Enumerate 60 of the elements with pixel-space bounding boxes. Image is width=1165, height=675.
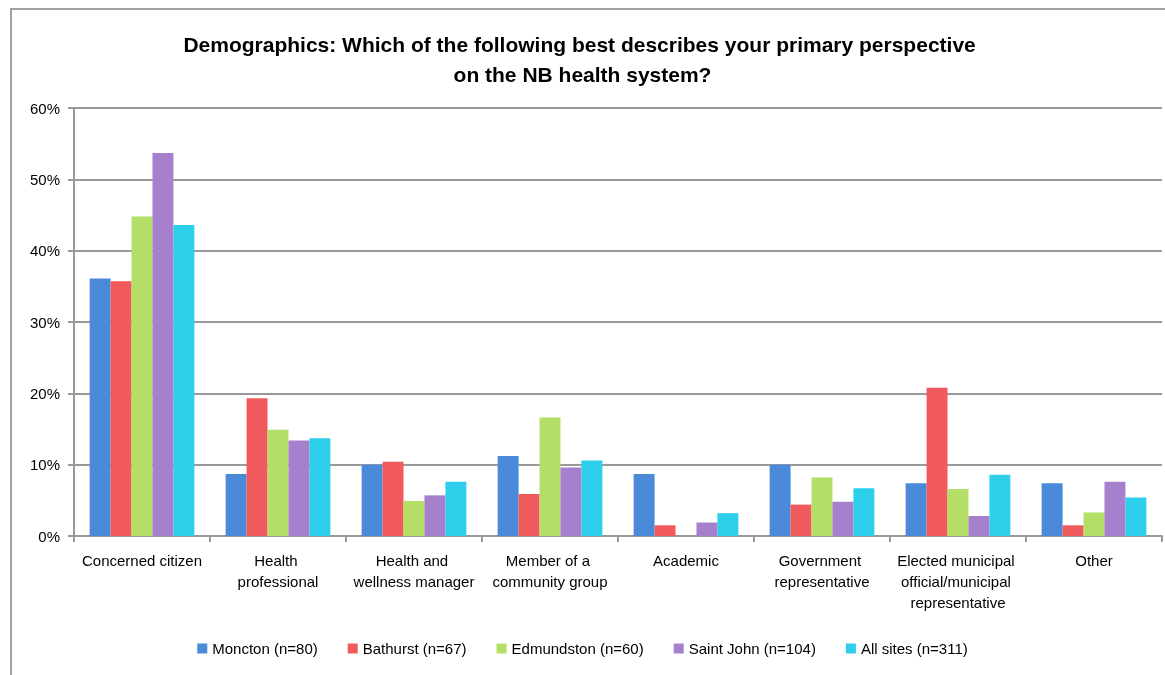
bar <box>1104 481 1126 536</box>
legend-label: Edmundston (n=60) <box>511 640 644 657</box>
bar <box>539 417 561 536</box>
bar <box>518 493 540 536</box>
bar <box>790 504 812 536</box>
bar <box>905 483 927 536</box>
y-tick-label: 0% <box>38 527 60 545</box>
bar <box>853 488 875 536</box>
bar <box>403 501 425 536</box>
bar <box>769 464 791 536</box>
bar <box>497 456 519 536</box>
bar <box>926 387 948 536</box>
y-tick-label: 60% <box>29 99 60 117</box>
bar <box>152 152 174 536</box>
y-tick-label: 10% <box>29 456 60 474</box>
x-tick-label: Health professional <box>237 552 319 590</box>
y-tick-label: 20% <box>29 384 60 402</box>
bar <box>696 522 718 536</box>
bar <box>110 281 132 536</box>
legend-label: Moncton (n=80) <box>212 640 318 657</box>
bar <box>1083 512 1105 536</box>
bar <box>267 429 289 536</box>
x-tick-label: Academic <box>653 552 720 569</box>
bar <box>633 473 655 536</box>
bar <box>832 501 854 536</box>
bar <box>89 278 111 536</box>
bar <box>1125 497 1147 536</box>
bar <box>811 477 833 536</box>
x-tick-label: Member of a community group <box>492 552 608 590</box>
bar <box>717 513 739 536</box>
bar <box>1041 483 1063 536</box>
x-tick-label: Elected municipal official/municipal representative <box>897 552 1019 611</box>
bar <box>445 481 467 536</box>
bar <box>361 464 383 536</box>
x-tick-label: Concerned citizen <box>81 552 203 569</box>
bar <box>654 525 676 536</box>
y-tick-label: 30% <box>29 313 60 331</box>
bar <box>309 438 331 536</box>
x-tick-label: Health and wellness manager <box>352 552 475 590</box>
bar <box>581 460 603 536</box>
x-tick-label: Government representative <box>774 552 870 590</box>
legend-label: Saint John (n=104) <box>688 640 816 657</box>
bar <box>947 488 969 536</box>
bar <box>382 461 404 536</box>
legend-label: All sites (n=311) <box>860 640 968 657</box>
bar <box>560 467 582 536</box>
bar <box>288 440 310 536</box>
bar <box>173 224 195 536</box>
bar <box>131 216 153 536</box>
y-tick-label: 50% <box>29 170 60 188</box>
bar <box>968 516 990 536</box>
x-tick-label: Other <box>1075 552 1113 569</box>
bar <box>1062 525 1084 536</box>
bar <box>989 474 1011 536</box>
y-tick-label: 40% <box>29 242 60 260</box>
bar <box>225 473 247 536</box>
legend-label: Bathurst (n=67) <box>362 640 467 657</box>
bar <box>246 398 268 536</box>
bar <box>424 495 446 536</box>
chart-title: Demographics: Which of the following best describes your primary perspective on the NB health system? <box>183 32 982 86</box>
